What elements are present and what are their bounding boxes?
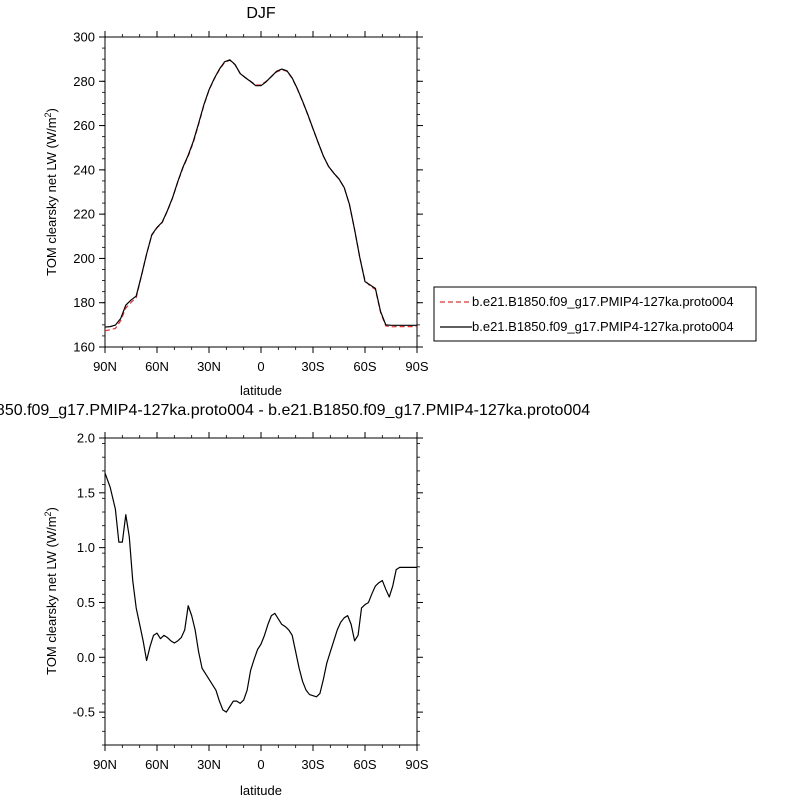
series-line-1 — [104, 472, 417, 713]
bottom-y-axis-label: TOM clearsky net LW (W/m2) — [43, 507, 59, 675]
x-tick-label: 90S — [405, 359, 428, 374]
series-line-2 — [104, 59, 417, 328]
top-title: DJF — [246, 5, 276, 22]
y-tick-label: 300 — [73, 30, 95, 45]
x-tick-label: 60N — [145, 359, 169, 374]
legend-label-solid: b.e21.B1850.f09_g17.PMIP4-127ka.proto004 — [472, 319, 734, 334]
top-x-axis-label: latitude — [240, 383, 282, 398]
y-tick-label: 280 — [73, 74, 95, 89]
panel-bottom: b.e21.B1850.f09_g17.PMIP4-127ka.proto004… — [0, 402, 590, 798]
y-tick-label: 260 — [73, 118, 95, 133]
y-tick-label: 240 — [73, 162, 95, 177]
y-tick-label: 1.0 — [77, 540, 95, 555]
top-y-axis-label: TOM clearsky net LW (W/m2) — [43, 108, 59, 276]
x-tick-label: 30N — [197, 359, 221, 374]
legend-label-dashed: b.e21.B1850.f09_g17.PMIP4-127ka.proto004 — [472, 294, 734, 309]
bottom-title: b.e21.B1850.f09_g17.PMIP4-127ka.proto004… — [0, 402, 590, 419]
legend-box — [433, 286, 757, 342]
x-tick-label: 30N — [197, 757, 221, 772]
y-tick-label: 160 — [73, 340, 95, 355]
x-tick-label: 60S — [353, 757, 376, 772]
x-tick-label: 0 — [257, 359, 264, 374]
bottom-x-axis-label: latitude — [240, 783, 282, 798]
y-tick-label: 1.5 — [77, 485, 95, 500]
x-tick-label: 60S — [353, 359, 376, 374]
bottom-series-group — [104, 472, 417, 713]
y-tick-label: -0.5 — [73, 705, 95, 720]
y-tick-label: 0.0 — [77, 650, 95, 665]
bottom-plot-frame — [104, 437, 418, 746]
top-x-ticks: 90N 60N 30N 0 30S 60S 90S — [93, 31, 429, 374]
x-tick-label: 60N — [145, 757, 169, 772]
x-tick-label: 90S — [405, 757, 428, 772]
y-tick-label: 2.0 — [77, 431, 95, 446]
x-tick-label: 90N — [93, 757, 117, 772]
x-tick-label: 30S — [301, 757, 324, 772]
bottom-y-ticks: -0.5 0.0 0.5 1.0 1.5 2.0 — [73, 431, 423, 746]
x-tick-label: 30S — [301, 359, 324, 374]
x-tick-label: 90N — [93, 359, 117, 374]
y-tick-label: 200 — [73, 251, 95, 266]
y-tick-label: 220 — [73, 207, 95, 222]
panel-top: DJF 160 180 200 220 240 260 280 300 90N 60N 30N 0 3… — [43, 5, 757, 398]
top-series-group — [104, 59, 417, 332]
x-tick-label: 0 — [257, 757, 264, 772]
top-plot-frame — [104, 36, 418, 348]
legend: b.e21.B1850.f09_g17.PMIP4-127ka.proto004… — [433, 286, 757, 342]
y-tick-label: 180 — [73, 295, 95, 310]
y-tick-label: 0.5 — [77, 595, 95, 610]
top-y-ticks: 160 180 200 220 240 260 280 300 — [73, 30, 423, 355]
bottom-x-ticks: 90N 60N 30N 0 30S 60S 90S — [93, 432, 429, 772]
series-line-1 — [104, 59, 417, 332]
